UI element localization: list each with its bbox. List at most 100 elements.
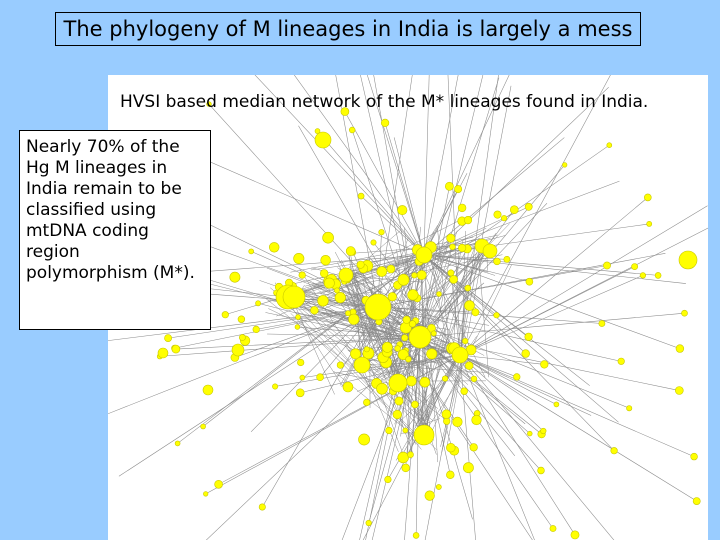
network-edge [108,306,379,415]
network-edge [459,354,544,432]
network-edge [405,354,461,431]
network-node [446,443,456,453]
network-node [336,361,344,369]
network-node [690,452,698,461]
network-node [411,272,418,279]
network-edge [441,351,465,453]
network-node [415,246,433,264]
network-node [397,205,408,216]
network-node [164,334,172,342]
network-edge [349,269,395,391]
network-node [386,264,396,274]
network-node [525,277,534,286]
network-node [631,263,638,270]
network-edge [366,75,425,256]
network-edge [419,365,429,434]
network-node [376,266,388,277]
network-edge [337,278,404,454]
network-node [231,343,245,357]
network-node [419,376,431,388]
network-node [381,118,390,128]
network-edge [459,275,643,356]
network-node [482,243,498,259]
network-edge [256,306,379,330]
network-node [617,357,625,365]
network-node [549,525,557,532]
network-edge [419,336,554,529]
network-edge [360,195,425,256]
network-node [513,373,521,381]
network-edge [459,354,545,365]
network-node [470,375,478,383]
network-edge [419,209,515,338]
network-node [405,375,417,387]
network-node [457,203,467,213]
network-node [443,417,451,425]
network-edge [251,251,379,308]
network-node [606,142,613,148]
network-node [299,374,306,381]
network-node [675,344,685,353]
network-edge [365,359,443,363]
network-node [248,248,254,255]
network-node [692,497,701,505]
network-node [255,300,261,307]
network-node [365,519,372,527]
network-node [338,267,354,283]
network-node [412,532,420,539]
network-node [258,503,266,511]
network-node [340,107,350,116]
network-node [449,275,458,284]
network-node [430,330,437,337]
network-node [378,229,385,236]
network-node [464,284,472,292]
network-edge [300,354,461,394]
network-edge [419,336,473,520]
network-node [562,162,568,168]
network-node [465,361,474,370]
network-node [317,295,329,307]
network-edge [423,254,686,284]
network-node [357,192,365,200]
network-node [381,341,393,353]
network-node [320,269,329,278]
network-node [674,386,684,395]
network-node [203,491,209,497]
network-edge [440,348,465,447]
network-node [603,261,611,270]
network-node [426,348,438,360]
network-node [442,375,449,382]
network-node [402,315,411,324]
network-node [678,250,698,270]
network-node [334,287,340,294]
network-node [252,325,260,333]
network-edge [459,205,708,356]
network-node [345,246,356,256]
network-node [320,255,331,266]
network-edge [423,254,507,260]
network-node [493,257,501,266]
network-node [446,470,455,479]
network-node [295,388,305,398]
network-edge [423,137,565,256]
network-edge [406,389,450,423]
network-edge [371,336,421,540]
network-node [334,292,346,304]
network-node [394,396,404,406]
network-node [413,424,435,446]
network-edge [404,336,421,540]
network-node [316,373,324,382]
network-edge [359,254,425,540]
network-edge [459,197,649,356]
network-node [221,311,229,319]
network-node [298,271,306,279]
network-node [237,315,246,323]
network-node [509,205,519,214]
network-node [171,344,181,354]
network-edge [419,336,542,471]
network-nodes [132,101,701,540]
network-node [397,349,409,361]
network-edge [419,246,469,338]
network-edge [459,354,695,457]
network-node [363,346,370,353]
